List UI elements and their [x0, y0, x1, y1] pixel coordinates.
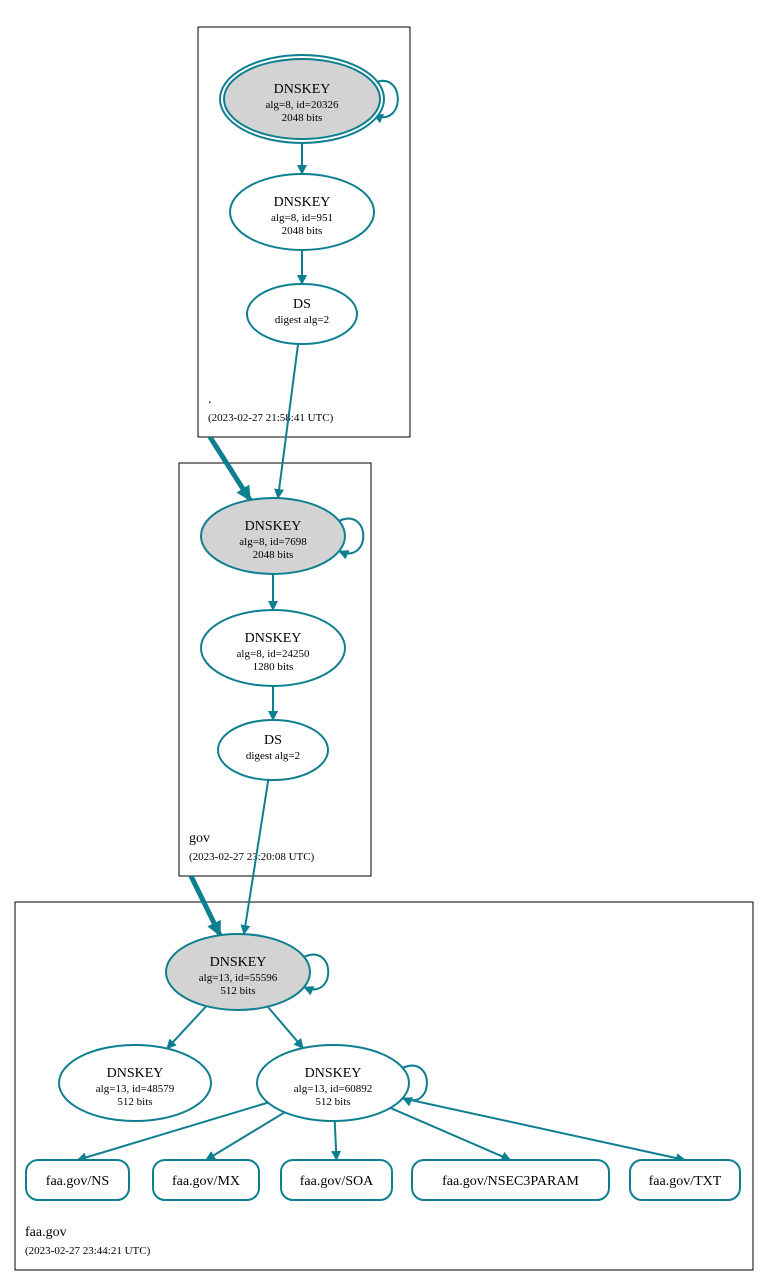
svg-text:faa.gov/NS: faa.gov/NS: [46, 1174, 109, 1189]
edge-zsk2-txt: [403, 1098, 685, 1160]
svg-text:DNSKEY: DNSKEY: [274, 195, 331, 210]
svg-text:faa.gov/SOA: faa.gov/SOA: [300, 1174, 374, 1189]
svg-text:alg=8, id=20326: alg=8, id=20326: [266, 99, 339, 111]
node-root_ksk: DNSKEY alg=8, id=203262048 bits: [220, 55, 398, 143]
leaf-txt: faa.gov/TXT: [630, 1160, 740, 1200]
svg-text:digest alg=2: digest alg=2: [246, 750, 300, 762]
node-gov_ksk: DNSKEY alg=8, id=76982048 bits: [201, 498, 363, 574]
svg-text:DNSKEY: DNSKEY: [107, 1066, 164, 1081]
zone-timestamp-gov: (2023-02-27 23:20:08 UTC): [189, 851, 315, 863]
svg-text:alg=8, id=7698: alg=8, id=7698: [239, 536, 307, 548]
zone-timestamp-root: (2023-02-27 21:58:41 UTC): [208, 412, 334, 424]
svg-text:alg=8, id=24250: alg=8, id=24250: [237, 648, 310, 660]
svg-text:DNSKEY: DNSKEY: [245, 631, 302, 646]
edge-zsk2-mx: [206, 1112, 285, 1160]
leaf-mx: faa.gov/MX: [153, 1160, 259, 1200]
node-root_ds: DS digest alg=2: [247, 284, 357, 344]
svg-text:2048 bits: 2048 bits: [282, 225, 323, 237]
svg-text:DNSKEY: DNSKEY: [305, 1066, 362, 1081]
node-faa_zsk2: DNSKEY alg=13, id=60892512 bits: [257, 1045, 427, 1121]
zone-delegation-edge-root: [210, 437, 250, 500]
svg-text:alg=13, id=55596: alg=13, id=55596: [199, 972, 278, 984]
edge-faa_ksk-faa_zsk2: [268, 1007, 303, 1048]
node-gov_ds: DS digest alg=2: [218, 720, 328, 780]
svg-text:alg=13, id=60892: alg=13, id=60892: [294, 1083, 372, 1095]
edge-faa_ksk-faa_zsk1: [167, 1006, 206, 1048]
edge-zsk2-nsec: [390, 1108, 510, 1160]
zone-delegation-edge-gov: [191, 876, 220, 935]
svg-text:DNSKEY: DNSKEY: [245, 519, 302, 534]
zone-label-root: .: [208, 392, 212, 407]
svg-text:faa.gov/NSEC3PARAM: faa.gov/NSEC3PARAM: [442, 1174, 579, 1189]
svg-text:2048 bits: 2048 bits: [282, 112, 323, 124]
zone-timestamp-faa: (2023-02-27 23:44:21 UTC): [25, 1245, 151, 1257]
zone-label-faa: faa.gov: [25, 1225, 67, 1240]
svg-text:512 bits: 512 bits: [315, 1096, 350, 1108]
svg-text:DS: DS: [264, 733, 282, 748]
svg-text:DNSKEY: DNSKEY: [274, 82, 331, 97]
dnssec-diagram: . (2023-02-27 21:58:41 UTC) gov (2023-02-27…: [0, 0, 768, 1278]
svg-text:alg=8, id=951: alg=8, id=951: [271, 212, 333, 224]
svg-text:2048 bits: 2048 bits: [253, 549, 294, 561]
svg-text:DS: DS: [293, 297, 311, 312]
leaf-soa: faa.gov/SOA: [281, 1160, 392, 1200]
svg-text:1280 bits: 1280 bits: [253, 661, 294, 673]
svg-text:512 bits: 512 bits: [220, 985, 255, 997]
svg-text:faa.gov/TXT: faa.gov/TXT: [649, 1174, 722, 1189]
zone-label-gov: gov: [189, 831, 210, 846]
edge-zsk2-soa: [335, 1121, 337, 1160]
svg-text:faa.gov/MX: faa.gov/MX: [172, 1174, 240, 1189]
svg-text:512 bits: 512 bits: [117, 1096, 152, 1108]
svg-text:alg=13, id=48579: alg=13, id=48579: [96, 1083, 175, 1095]
svg-text:digest alg=2: digest alg=2: [275, 314, 329, 326]
leaf-ns: faa.gov/NS: [26, 1160, 129, 1200]
leaf-nsec: faa.gov/NSEC3PARAM: [412, 1160, 609, 1200]
node-faa_ksk: DNSKEY alg=13, id=55596512 bits: [166, 934, 328, 1010]
node-faa_zsk1: DNSKEY alg=13, id=48579512 bits: [59, 1045, 211, 1121]
svg-text:DNSKEY: DNSKEY: [210, 955, 267, 970]
node-gov_zsk: DNSKEY alg=8, id=242501280 bits: [201, 610, 345, 686]
node-root_zsk: DNSKEY alg=8, id=9512048 bits: [230, 174, 374, 250]
